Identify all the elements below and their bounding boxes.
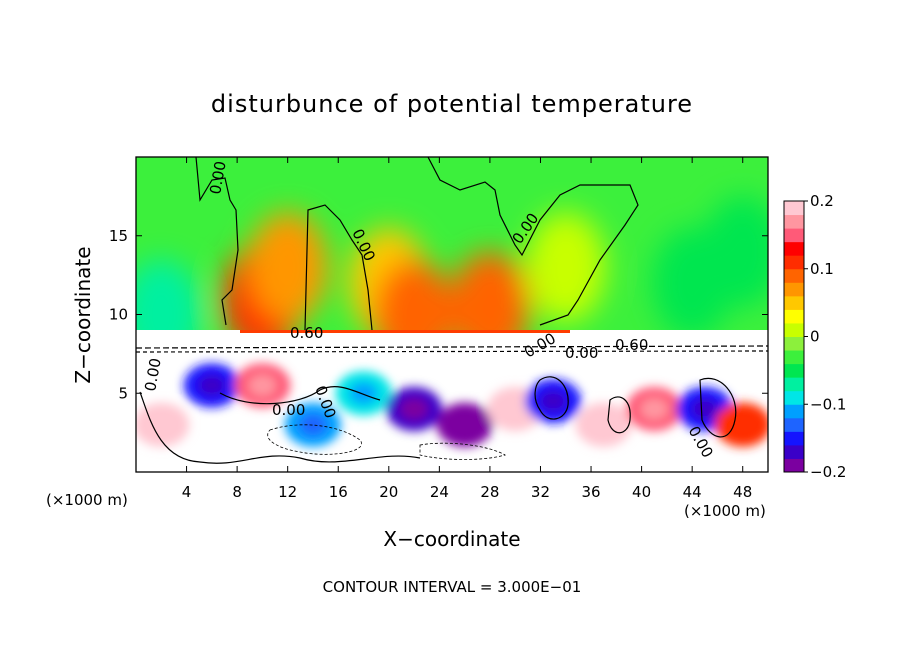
x-tick-label: 16 — [329, 483, 348, 501]
colorbar-tick-label: 0.2 — [810, 192, 834, 210]
field-cell-core — [539, 390, 568, 413]
colorbar-swatch — [784, 417, 804, 432]
field-cell-core — [640, 398, 669, 420]
contour-label: 0.00 — [141, 357, 165, 393]
x-tick-label: 36 — [581, 483, 600, 501]
contour-label: 0.00 — [272, 401, 305, 419]
colorbar-swatch — [784, 228, 804, 243]
colorbar-swatch — [784, 214, 804, 229]
x-tick-label: 12 — [278, 483, 297, 501]
y-ticks: 5 10 15 — [109, 227, 768, 402]
contour-lines — [136, 157, 768, 464]
colorbar-swatch — [784, 268, 804, 283]
field-cell-core — [450, 413, 479, 436]
colorbar-tick-label: 0 — [810, 328, 820, 346]
field-cell-core — [248, 374, 277, 397]
contour-label: 0.60 — [615, 336, 648, 354]
chart-title: disturbunce of potential temperature — [211, 90, 693, 118]
colorbar-tick-label: −0.2 — [810, 463, 846, 481]
colorbar-ticks: 0.2 0.1 0 −0.1 −0.2 — [804, 192, 846, 481]
x-tick-label: 28 — [480, 483, 499, 501]
colorbar-swatch — [784, 295, 804, 310]
x-ticks: 4 8 12 16 20 24 28 32 36 40 44 48 — [182, 157, 752, 501]
field-cell-core — [298, 413, 327, 436]
colorbar-swatch — [784, 201, 804, 216]
colorbar: 0.2 0.1 0 −0.1 −0.2 — [783, 192, 846, 481]
colorbar-swatches — [784, 201, 804, 473]
field-cell-core — [589, 413, 618, 436]
y-tick-label: 5 — [118, 384, 128, 402]
field-cell-core — [501, 398, 530, 420]
field-cell-core — [147, 413, 176, 436]
colorbar-tick-label: −0.1 — [810, 395, 846, 413]
heatmap-field: 0.00 0.00 0.00 0.00 0.00 0.00 0.60 0.00 … — [136, 157, 768, 472]
contour-label: 0.00 — [565, 344, 598, 362]
colorbar-swatch — [784, 336, 804, 351]
tropopause-band — [136, 330, 768, 352]
colorbar-swatch — [784, 404, 804, 419]
colorbar-swatch — [784, 377, 804, 392]
field-cell — [702, 196, 768, 307]
contour-label: 0.60 — [290, 324, 323, 342]
colorbar-swatch — [784, 322, 804, 337]
colorbar-swatch — [784, 282, 804, 297]
field-cell-core — [197, 374, 226, 397]
colorbar-swatch — [784, 241, 804, 256]
y-axis-label: Z−coordinate — [71, 246, 95, 383]
tropopause-red-line — [240, 330, 570, 333]
contour-label: 0.00 — [206, 160, 230, 196]
x-tick-label: 32 — [531, 483, 550, 501]
x-tick-label: 20 — [379, 483, 398, 501]
colorbar-swatch — [784, 363, 804, 378]
field-cell-core — [690, 398, 719, 420]
y-tick-label: 15 — [109, 227, 128, 245]
field-cell-core — [349, 382, 378, 405]
colorbar-swatch — [784, 390, 804, 405]
x-tick-label: 44 — [683, 483, 702, 501]
y-unit-label: (×1000 m) — [46, 491, 128, 509]
colorbar-swatch — [784, 350, 804, 365]
x-tick-label: 40 — [632, 483, 651, 501]
colorbar-swatch — [784, 431, 804, 446]
plot-area: 0.00 0.00 0.00 0.00 0.00 0.00 0.60 0.00 … — [109, 156, 769, 501]
field-cell — [525, 212, 606, 323]
x-axis-label: X−coordinate — [383, 527, 520, 551]
colorbar-tick-label: 0.1 — [810, 260, 834, 278]
field-cell-core — [400, 398, 429, 420]
colorbar-swatch — [784, 255, 804, 270]
field-cell-core — [728, 413, 757, 436]
x-tick-label: 8 — [232, 483, 242, 501]
x-tick-label: 4 — [182, 483, 192, 501]
x-unit-label: (×1000 m) — [684, 502, 766, 520]
field-cell — [247, 212, 328, 323]
colorbar-swatch — [784, 458, 804, 473]
contour-interval-note: CONTOUR INTERVAL = 3.000E−01 — [323, 578, 582, 596]
colorbar-swatch — [784, 309, 804, 324]
colorbar-swatch — [784, 444, 804, 459]
x-tick-label: 24 — [430, 483, 449, 501]
x-tick-label: 48 — [733, 483, 752, 501]
y-tick-label: 10 — [109, 306, 128, 324]
